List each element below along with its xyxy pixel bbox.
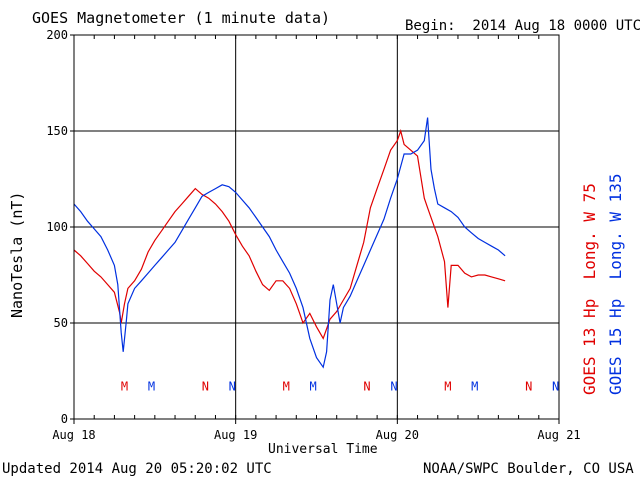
credit-text: NOAA/SWPC Boulder, CO USA bbox=[423, 461, 634, 477]
midnight-marker: M bbox=[121, 379, 128, 393]
x-tick-label: Aug 19 bbox=[214, 428, 257, 442]
updated-timestamp: Updated 2014 Aug 20 05:20:02 UTC bbox=[2, 461, 272, 477]
legend-goes15: GOES 15 Hp Long. W 135 bbox=[606, 173, 625, 395]
x-tick-label: Aug 21 bbox=[537, 428, 580, 442]
y-tick-label: 200 bbox=[46, 28, 68, 42]
noon-marker: N bbox=[363, 379, 370, 393]
series-lines bbox=[73, 117, 506, 369]
y-tick-label: 50 bbox=[54, 316, 68, 330]
noon-marker: N bbox=[390, 379, 397, 393]
x-tick-label: Aug 20 bbox=[376, 428, 419, 442]
midnight-marker: M bbox=[148, 379, 155, 393]
goes15-line bbox=[73, 117, 506, 369]
midnight-marker: M bbox=[310, 379, 317, 393]
legend-goes13: GOES 13 Hp Long. W 75 bbox=[580, 183, 599, 395]
begin-time: Begin: 2014 Aug 18 0000 UTC bbox=[405, 18, 640, 34]
x-tick-label: Aug 18 bbox=[52, 428, 95, 442]
axis-ticks: 0 50 100 150 200 Aug 18 Aug 19 Aug 20 Aug 21 bbox=[46, 28, 580, 442]
noon-marker: N bbox=[525, 379, 532, 393]
x-axis-label: Universal Time bbox=[268, 442, 378, 457]
noon-marker: N bbox=[202, 379, 209, 393]
chart-title: GOES Magnetometer (1 minute data) bbox=[32, 9, 331, 27]
grid-lines bbox=[74, 35, 559, 419]
y-tick-label: 0 bbox=[61, 412, 68, 426]
midnight-marker: M bbox=[471, 379, 478, 393]
y-axis-label: NanoTesla (nT) bbox=[8, 191, 26, 318]
y-tick-label: 100 bbox=[46, 220, 68, 234]
goes13-line bbox=[73, 128, 506, 340]
noon-marker: N bbox=[229, 379, 236, 393]
midnight-marker: M bbox=[444, 379, 451, 393]
y-tick-label: 150 bbox=[46, 124, 68, 138]
midnight-marker: M bbox=[283, 379, 290, 393]
noon-marker: N bbox=[552, 379, 559, 393]
